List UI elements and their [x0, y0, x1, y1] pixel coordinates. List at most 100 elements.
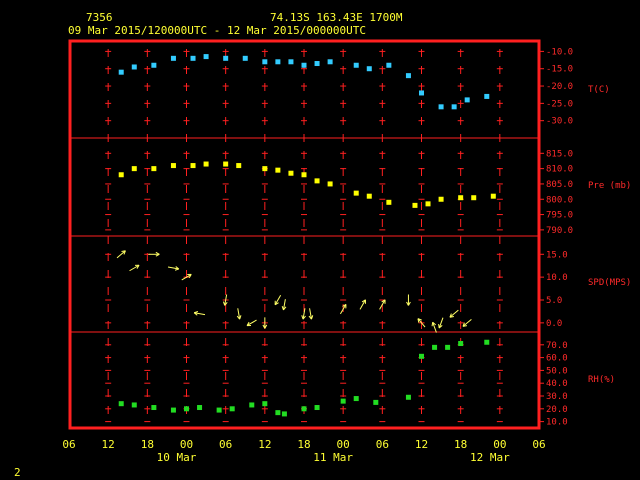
rh-point — [229, 406, 235, 412]
pres-point — [151, 166, 157, 172]
pres-point — [438, 196, 444, 202]
wind-arrow — [274, 294, 282, 306]
wind-arrow-head — [121, 250, 126, 253]
temp-point — [242, 55, 248, 61]
axes: -10.0 -15.0 -20.0 -25.0 -30.0 T(C) 815.0 810.0 8… — [62, 47, 631, 464]
pres-point — [412, 202, 418, 208]
y-tick-label: 30.0 — [546, 392, 568, 402]
wind-arrow-head — [155, 251, 160, 255]
wind-arrow — [462, 318, 472, 327]
wind-arrow — [308, 308, 314, 320]
y-tick-label: 0.0 — [546, 319, 562, 329]
temp-point — [170, 55, 176, 61]
rh-point — [373, 399, 379, 405]
wind-arrow-shaft — [438, 317, 444, 329]
wind-arrow — [222, 294, 228, 306]
temp-point — [203, 54, 209, 60]
wind-arrow-head — [193, 311, 199, 314]
wind-arrow — [359, 299, 366, 310]
wind-arrow-shaft — [237, 308, 241, 320]
pres-point — [131, 166, 137, 172]
y-tick-label: -30.0 — [546, 117, 573, 127]
y-tick-label: 15.0 — [546, 250, 568, 260]
rh-point — [151, 405, 157, 411]
panel-label-temp: T(C) — [588, 85, 610, 95]
y-tick-label: 5.0 — [546, 296, 562, 306]
wind-arrow-head — [462, 325, 468, 327]
rh-point — [131, 402, 137, 408]
wind-arrow-head — [239, 315, 242, 320]
period-label: 09 Mar 2015/120000UTC - 12 Mar 2015/0000… — [68, 24, 366, 37]
x-tick-label: 06 — [219, 438, 232, 451]
rh-point — [170, 407, 176, 413]
wind-arrow-shaft — [302, 308, 306, 320]
temp-point — [288, 59, 294, 65]
x-tick-label: 18 — [141, 438, 154, 451]
y-tick-label: 20.0 — [546, 405, 568, 415]
wind-arrow-head — [262, 324, 266, 329]
pres-point — [458, 195, 464, 201]
wind-arrow-head — [311, 315, 314, 320]
temp-point — [438, 104, 444, 110]
wind-arrow — [281, 299, 287, 311]
wind-arrow-head — [432, 321, 437, 326]
wind-arrow-head — [274, 302, 279, 306]
wind-arrow — [339, 303, 347, 315]
temp-point — [419, 90, 424, 96]
wind-arrow-head — [406, 301, 409, 306]
wind-arrow-shaft — [194, 312, 206, 316]
x-tick-label: 12 — [102, 438, 115, 451]
wind-arrow-shaft — [309, 308, 312, 320]
pres-point — [327, 181, 333, 187]
pres-point — [314, 178, 320, 184]
panel-label-rh: RH(%) — [588, 375, 615, 385]
wind-arrow — [431, 321, 437, 333]
pres-point — [471, 195, 477, 201]
panel-label-pres: Pre (mb) — [588, 181, 631, 191]
y-tick-label: -20.0 — [546, 82, 573, 92]
rh-point — [458, 341, 464, 347]
x-tick-label: 18 — [297, 438, 310, 451]
temp-point — [451, 104, 457, 110]
wind-arrow-head — [283, 306, 287, 311]
wind-arrow — [417, 318, 426, 328]
y-tick-label: 815.0 — [546, 149, 573, 159]
wind-arrow — [236, 308, 242, 320]
wind-arrow-head — [175, 266, 180, 270]
y-tick-label: 40.0 — [546, 379, 568, 389]
x-tick-label: 06 — [62, 438, 75, 451]
wind-arrow — [129, 264, 140, 272]
plot-area — [68, 39, 541, 430]
panel-label-wind: SPD(MPS) — [588, 278, 631, 288]
wind-arrow-head — [408, 301, 411, 306]
wind-arrow-head — [438, 323, 440, 329]
rh-point — [281, 411, 287, 417]
wind-arrow — [379, 299, 386, 310]
wind-arrow-shaft — [129, 264, 140, 272]
data-marks — [116, 54, 496, 417]
rh-point — [405, 394, 411, 400]
wind-arrow-head — [281, 306, 284, 311]
wind-arrow-head — [449, 315, 454, 318]
rh-point — [484, 339, 490, 345]
wind-arrow — [246, 319, 257, 327]
temp-point — [151, 62, 157, 68]
temp-point — [464, 97, 470, 103]
station-location: 74.13S 163.43E 1700M — [270, 11, 403, 24]
wind-arrow — [148, 251, 160, 257]
plot-frame — [68, 39, 541, 430]
wind-arrow — [116, 250, 126, 259]
temp-point — [190, 55, 196, 61]
wind-arrow-head — [246, 321, 250, 326]
wind-arrow-head — [136, 264, 140, 269]
rh-point — [419, 353, 424, 359]
wind-arrow-shaft — [181, 273, 192, 281]
wind-arrow-head — [308, 315, 312, 320]
temp-point — [131, 64, 137, 70]
y-tick-label: 10.0 — [546, 418, 568, 428]
pres-point — [262, 166, 268, 172]
wind-arrow-head — [342, 303, 347, 307]
temp-point — [353, 62, 359, 68]
pres-point — [288, 170, 294, 176]
wind-arrow-head — [188, 274, 192, 279]
